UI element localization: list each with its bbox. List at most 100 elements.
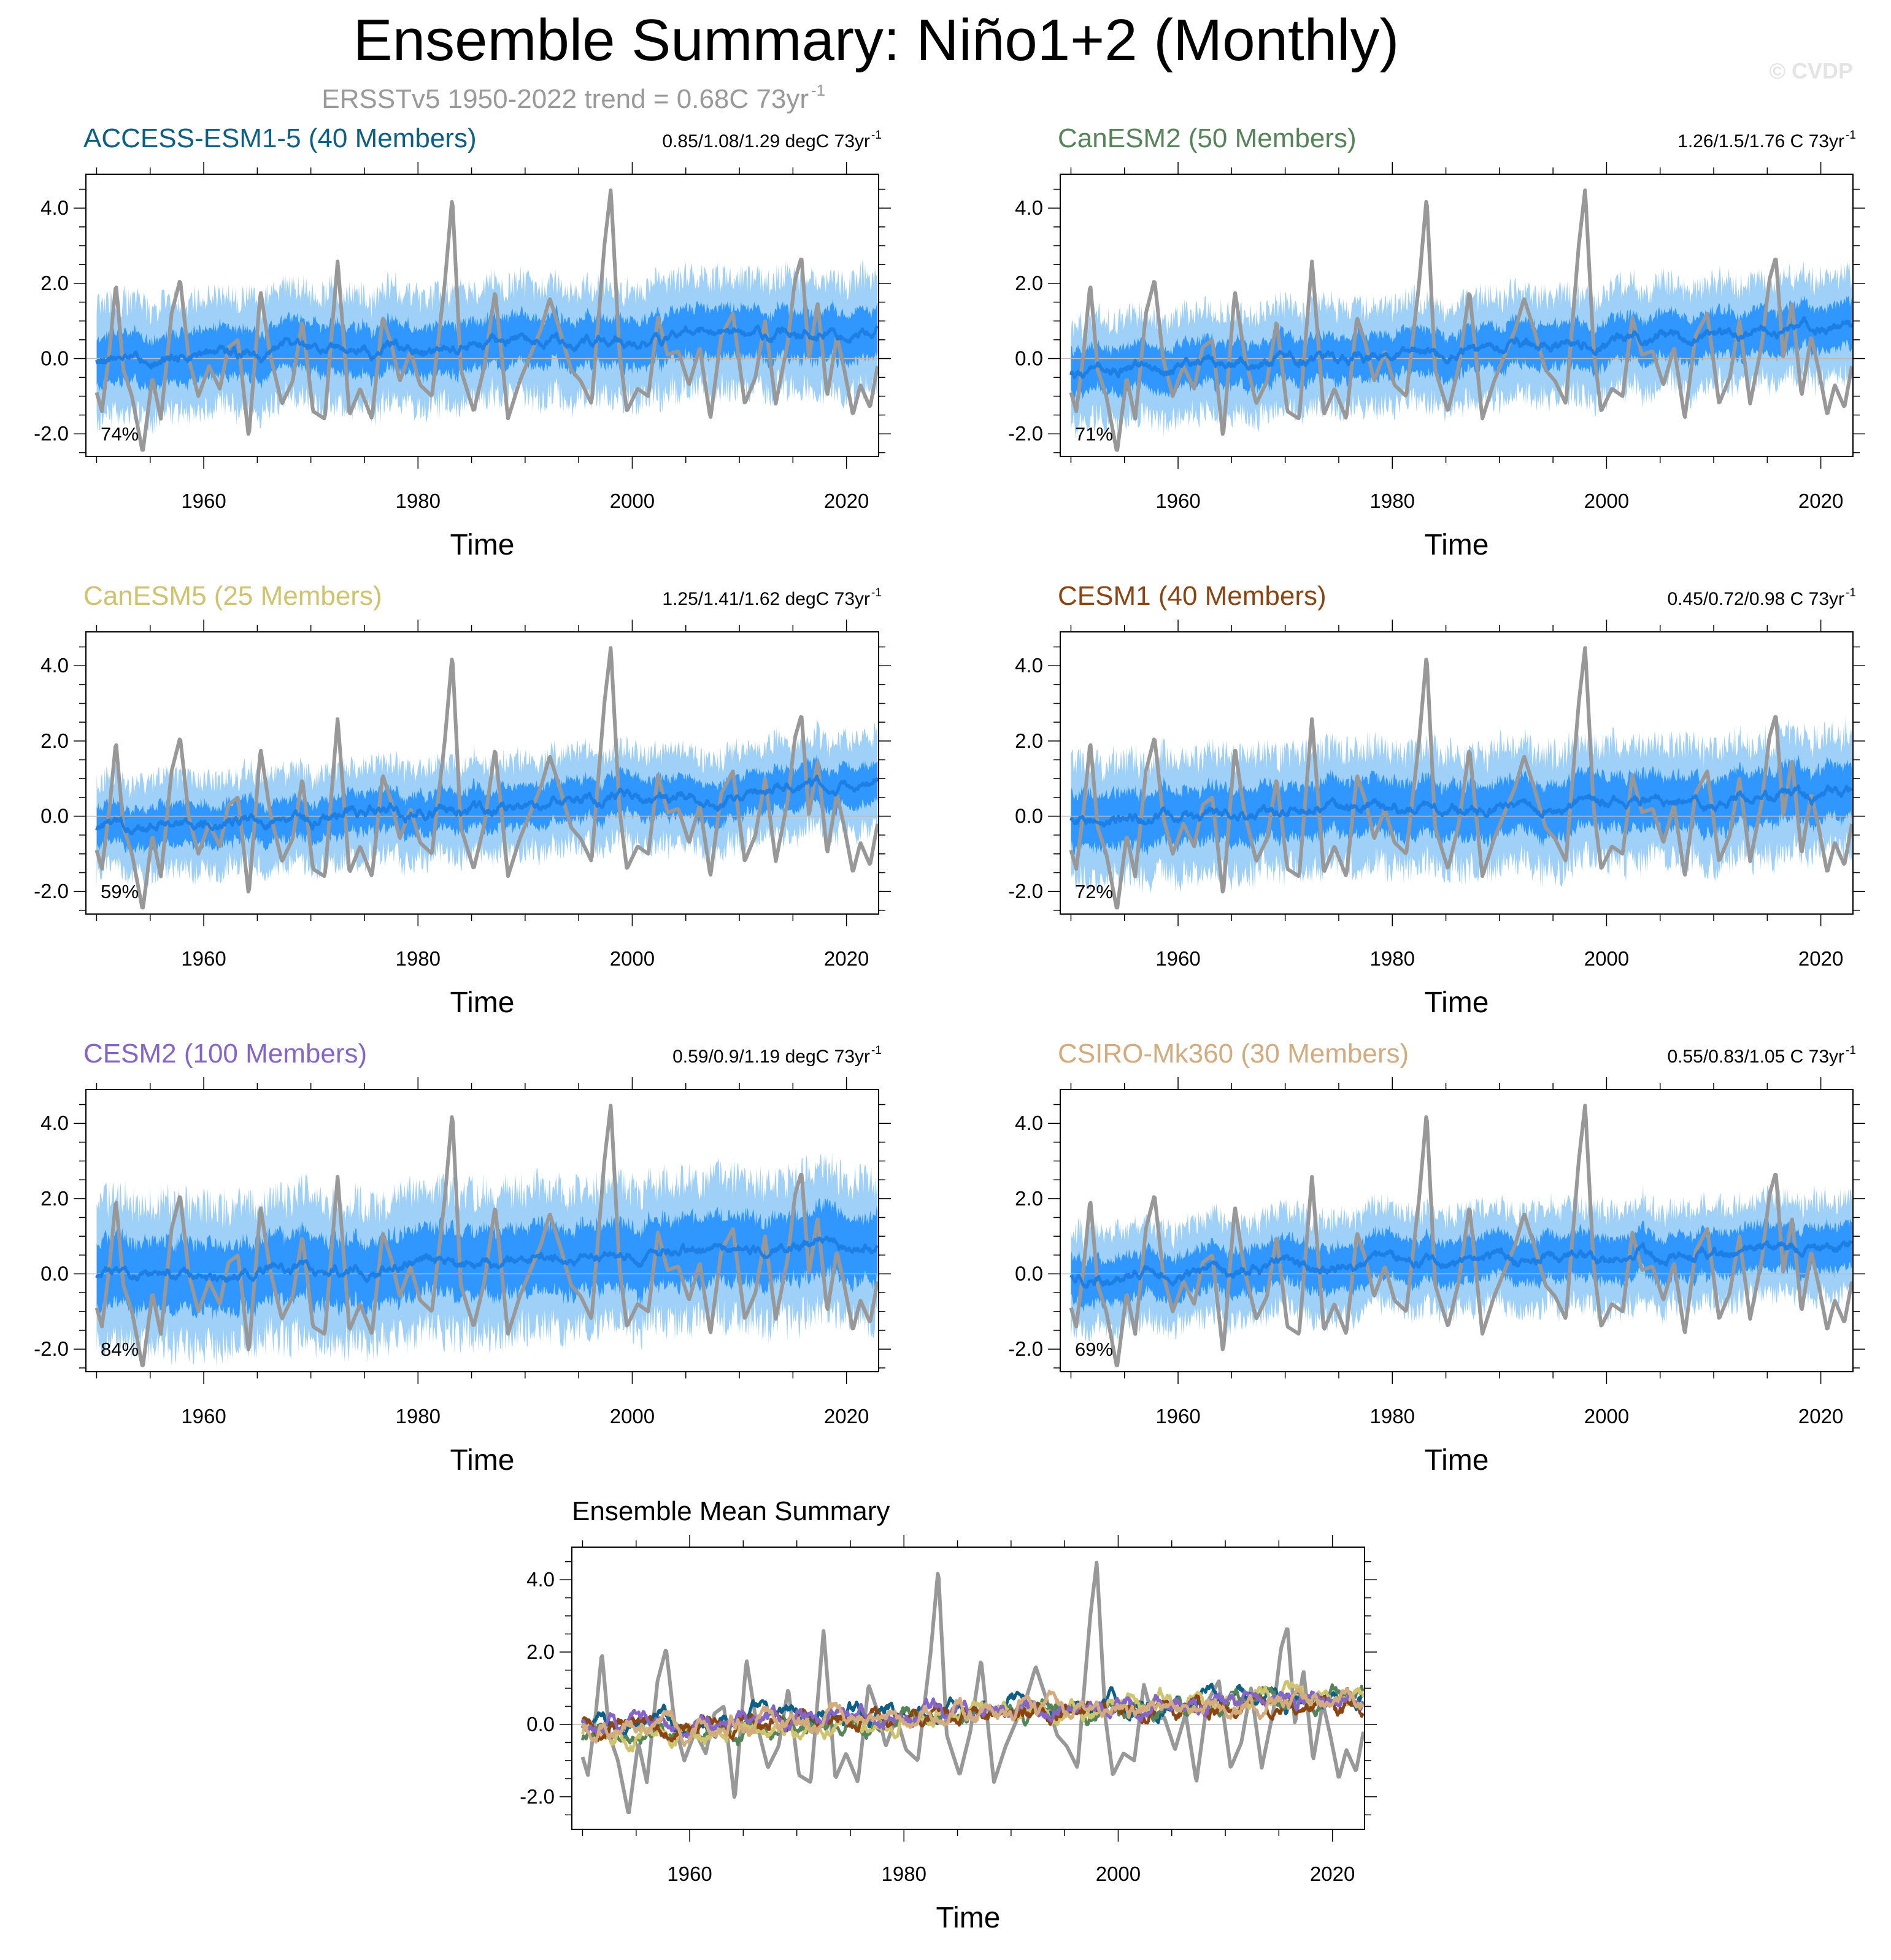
ensemble-mean-line bbox=[1069, 316, 1853, 379]
x-tick-label: 2020 bbox=[824, 490, 869, 512]
plot-area bbox=[86, 646, 879, 910]
plot-area bbox=[86, 188, 879, 452]
y-tick-label: 4.0 bbox=[1015, 196, 1043, 219]
panel-trend-stat: 0.45/0.72/0.98 C 73yr bbox=[1667, 589, 1844, 609]
x-tick-label: 2000 bbox=[1584, 947, 1629, 970]
y-tick-label: 4.0 bbox=[1015, 1112, 1043, 1134]
panel-title: CanESM2 (50 Members) bbox=[1058, 123, 1357, 153]
panel-title: ACCESS-ESM1-5 (40 Members) bbox=[83, 123, 477, 153]
percentile-rank-label: 69% bbox=[1075, 1339, 1113, 1360]
x-axis-label: Time bbox=[450, 1444, 515, 1477]
panels-container: ACCESS-ESM1-5 (40 Members) 0.85/1.08/1.29… bbox=[34, 123, 1865, 1934]
percentile-rank-label: 59% bbox=[101, 881, 139, 902]
y-tick-label: 4.0 bbox=[1015, 654, 1043, 677]
x-tick-label: 1960 bbox=[1155, 490, 1200, 512]
x-tick-label: 1960 bbox=[667, 1862, 712, 1885]
panel-trend-stat-superscript: -1 bbox=[871, 1044, 882, 1057]
panel-title: CSIRO-Mk360 (30 Members) bbox=[1058, 1039, 1409, 1069]
panel-4: CESM1 (40 Members) 0.45/0.72/0.98 C 73yr -… bbox=[1008, 581, 1865, 1019]
observed-line bbox=[94, 646, 879, 910]
x-tick-label: 2020 bbox=[1798, 947, 1843, 970]
x-tick-label: 2000 bbox=[1096, 1862, 1141, 1885]
figure-title: Ensemble Summary: Niño1+2 (Monthly) bbox=[353, 7, 1400, 73]
panel-3: CanESM5 (25 Members) 1.25/1.41/1.62 degC … bbox=[34, 581, 891, 1019]
panel-trend-stat-superscript: -1 bbox=[1846, 129, 1856, 142]
panel-trend-stat: 0.55/0.83/1.05 C 73yr bbox=[1667, 1047, 1844, 1067]
panel-title: CanESM5 (25 Members) bbox=[83, 581, 382, 611]
plot-area bbox=[1060, 646, 1853, 910]
x-tick-label: 1960 bbox=[181, 1405, 226, 1428]
plot-frame bbox=[1060, 174, 1854, 457]
x-axis-label: Time bbox=[1425, 986, 1489, 1019]
plot-frame bbox=[85, 1089, 879, 1372]
y-tick-label: 4.0 bbox=[40, 1112, 69, 1134]
y-tick-label: -2.0 bbox=[34, 422, 69, 445]
panel-1: ACCESS-ESM1-5 (40 Members) 0.85/1.08/1.29… bbox=[34, 123, 891, 561]
panel-trend-stat: 1.25/1.41/1.62 degC 73yr bbox=[662, 589, 870, 609]
x-axis-label: Time bbox=[450, 986, 515, 1019]
ensemble-mean-line bbox=[95, 1235, 879, 1283]
y-tick-label: 2.0 bbox=[526, 1640, 555, 1663]
panel-title: CESM1 (40 Members) bbox=[1058, 581, 1327, 611]
y-tick-label: 4.0 bbox=[526, 1568, 555, 1591]
ensemble-mean-line bbox=[1069, 784, 1853, 828]
x-tick-label: 1960 bbox=[1155, 1405, 1200, 1428]
panel-7: Ensemble Mean Summary -2.0 0.0 2.0 4.0 1960 19… bbox=[520, 1496, 1377, 1934]
x-axis-label: Time bbox=[1425, 1444, 1489, 1477]
panel-6: CSIRO-Mk360 (30 Members) 0.55/0.83/1.05 C… bbox=[1008, 1039, 1865, 1477]
y-tick-label: -2.0 bbox=[1008, 1337, 1043, 1360]
plot-area bbox=[1060, 1104, 1853, 1367]
panel-trend-stat: 0.59/0.9/1.19 degC 73yr bbox=[672, 1047, 870, 1067]
x-tick-label: 1960 bbox=[181, 947, 226, 970]
x-tick-label: 1980 bbox=[396, 1405, 441, 1428]
plot-area bbox=[86, 1104, 879, 1367]
plot-frame bbox=[1060, 1089, 1854, 1372]
x-tick-label: 1960 bbox=[181, 490, 226, 512]
ensemble-mean-line bbox=[95, 324, 879, 370]
y-tick-label: 2.0 bbox=[1015, 729, 1043, 752]
x-tick-label: 2000 bbox=[1584, 1405, 1629, 1428]
x-tick-label: 1980 bbox=[396, 947, 441, 970]
y-tick-label: 0.0 bbox=[40, 805, 69, 828]
panel-title: CESM2 (100 Members) bbox=[83, 1039, 367, 1069]
observed-line bbox=[1069, 646, 1853, 910]
x-tick-label: 1980 bbox=[882, 1862, 926, 1885]
ensemble-mean-line bbox=[95, 774, 879, 836]
y-tick-label: 0.0 bbox=[1015, 1262, 1043, 1285]
cvdp-watermark: © CVDP bbox=[1769, 58, 1853, 83]
percentile-rank-label: 84% bbox=[101, 1339, 139, 1360]
percentile-rank-label: 74% bbox=[101, 423, 139, 445]
observed-line bbox=[580, 1561, 1365, 1815]
ensemble-mean-line-csiro-mk360 bbox=[581, 1687, 1365, 1747]
plot-frame bbox=[85, 174, 879, 457]
x-axis-label: Time bbox=[1425, 529, 1489, 561]
x-tick-label: 2020 bbox=[824, 1405, 869, 1428]
y-tick-label: -2.0 bbox=[1008, 880, 1043, 902]
x-tick-label: 2020 bbox=[1310, 1862, 1355, 1885]
y-tick-label: 2.0 bbox=[1015, 272, 1043, 294]
x-axis-label: Time bbox=[936, 1902, 1001, 1934]
y-tick-label: 0.0 bbox=[1015, 347, 1043, 370]
panel-trend-stat-superscript: -1 bbox=[1846, 586, 1856, 599]
panel-trend-stat-superscript: -1 bbox=[871, 586, 882, 599]
y-tick-label: 4.0 bbox=[40, 196, 69, 219]
plot-area bbox=[1060, 188, 1853, 452]
x-tick-label: 1980 bbox=[396, 490, 441, 512]
percentile-rank-label: 71% bbox=[1075, 423, 1113, 445]
x-axis-label: Time bbox=[450, 529, 515, 561]
y-tick-label: 2.0 bbox=[1015, 1187, 1043, 1210]
y-tick-label: 0.0 bbox=[526, 1713, 555, 1735]
y-tick-label: 4.0 bbox=[40, 654, 69, 677]
x-tick-label: 2020 bbox=[824, 947, 869, 970]
y-tick-label: 2.0 bbox=[40, 1187, 69, 1210]
panel-trend-stat-superscript: -1 bbox=[871, 129, 882, 142]
y-tick-label: -2.0 bbox=[520, 1785, 555, 1808]
y-tick-label: 2.0 bbox=[40, 272, 69, 294]
y-tick-label: 2.0 bbox=[40, 729, 69, 752]
percentile-rank-label: 72% bbox=[1075, 881, 1113, 902]
plot-frame bbox=[571, 1547, 1365, 1830]
panel-trend-stat: 1.26/1.5/1.76 C 73yr bbox=[1677, 131, 1844, 152]
panel-title: Ensemble Mean Summary bbox=[572, 1496, 890, 1526]
panel-trend-stat: 0.85/1.08/1.29 degC 73yr bbox=[662, 131, 870, 152]
x-tick-label: 2000 bbox=[610, 947, 655, 970]
